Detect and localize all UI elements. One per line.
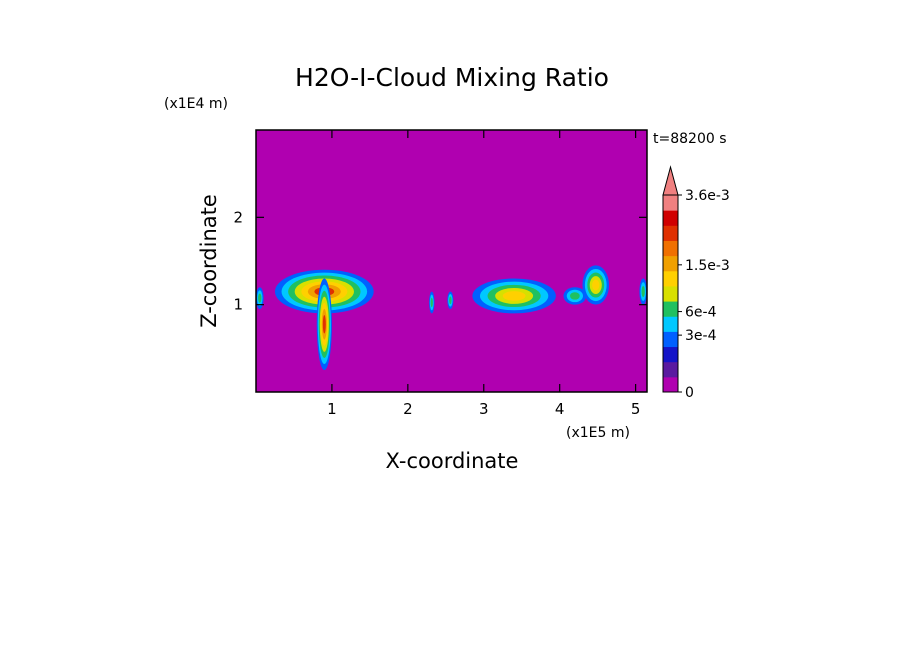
time-label: t=88200 s — [653, 131, 727, 147]
cloud-region — [316, 278, 332, 371]
cloud-region — [429, 291, 435, 314]
colorbar-label: 3e-4 — [685, 328, 717, 344]
cloud-region — [582, 265, 610, 305]
y-axis-title: Z-coordinate — [197, 194, 221, 328]
plot-background — [256, 130, 647, 392]
cloud-contour — [430, 297, 433, 308]
x-axis-title: X-coordinate — [386, 449, 519, 473]
colorbar-swatch — [663, 361, 678, 378]
colorbar: 3.6e-3 1.5e-3 6e-4 3e-4 0 — [662, 165, 730, 401]
y-tick-label: 2 — [233, 208, 243, 226]
x-tick-label: 4 — [555, 400, 565, 418]
colorbar-frame — [662, 194, 679, 393]
x-tick-label: 5 — [631, 400, 641, 418]
x-scale-label: (x1E5 m) — [566, 425, 630, 441]
cloud-contour — [322, 315, 326, 334]
cloud-region — [447, 291, 454, 310]
colorbar-swatch — [663, 255, 678, 272]
cloud-contour — [449, 296, 452, 305]
colorbar-swatch — [663, 270, 678, 287]
y-scale-label: (x1E4 m) — [164, 96, 228, 112]
colorbar-label: 0 — [685, 385, 694, 401]
cloud-region — [256, 287, 264, 310]
colorbar-swatch — [663, 346, 678, 363]
cloud-contour — [258, 293, 262, 303]
x-tick-label: 2 — [403, 400, 413, 418]
colorbar-swatch — [663, 301, 678, 317]
cloud-region — [472, 278, 556, 314]
colorbar-label: 3.6e-3 — [685, 188, 730, 204]
cloud-region — [563, 287, 587, 305]
cloud-contour — [502, 291, 526, 301]
colorbar-swatch — [663, 331, 678, 348]
colorbar-extend-arrow — [662, 165, 679, 196]
colorbar-swatch — [663, 225, 678, 241]
x-axis: 1 2 3 4 5 — [327, 130, 640, 418]
y-tick-label: 1 — [233, 296, 243, 314]
colorbar-swatch — [663, 285, 678, 302]
cloud-contour — [641, 285, 645, 298]
cloud-regions — [256, 265, 647, 371]
colorbar-swatch — [663, 376, 678, 393]
colorbar-swatch — [663, 240, 678, 257]
plot-frame — [255, 129, 648, 393]
x-tick-label: 3 — [479, 400, 489, 418]
chart-title: H2O-I-Cloud Mixing Ratio — [295, 63, 609, 92]
x-tick-label: 1 — [327, 400, 337, 418]
cloud-contour — [569, 292, 580, 300]
colorbar-label: 6e-4 — [685, 305, 717, 321]
colorbar-swatch — [663, 210, 678, 226]
cloud-contour — [592, 279, 600, 291]
y-axis: 12 — [233, 208, 647, 314]
cloud-region — [639, 278, 647, 305]
colorbar-label: 1.5e-3 — [685, 258, 730, 274]
colorbar-swatch — [663, 316, 678, 332]
colorbar-swatch — [663, 195, 678, 211]
